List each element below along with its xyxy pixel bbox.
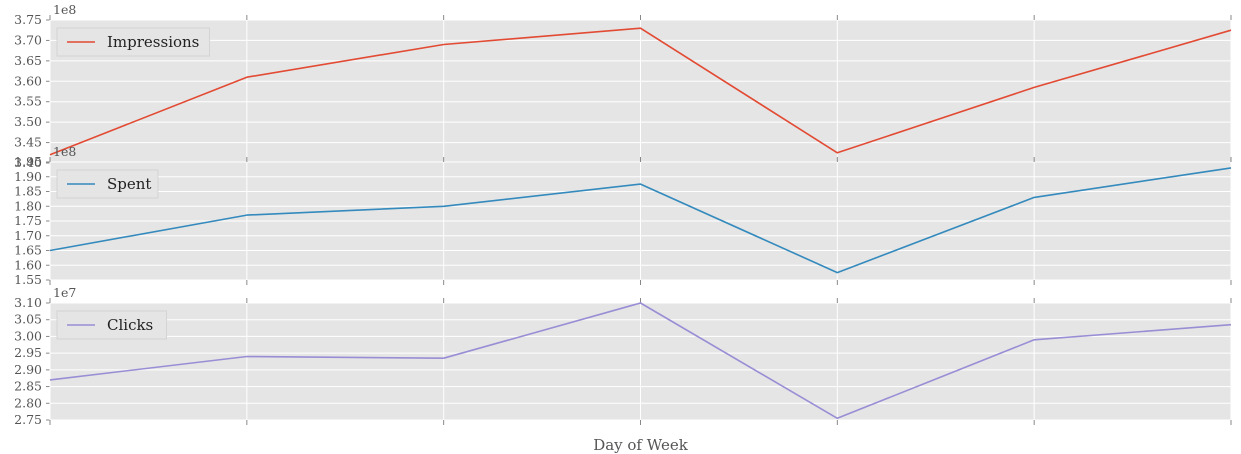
panel-impressions: 3.40 3.45 3.50 3.55 3.60 3.65 3.70 3.75 1e8 Impre… [14, 2, 1232, 170]
axis-offset-label: 1e7 [53, 285, 76, 300]
y-tick-label: 1.70 [14, 228, 42, 243]
series-line-clicks [49, 302, 1232, 420]
y-tick-label: 3.10 [14, 295, 42, 310]
legend-label: Clicks [107, 316, 153, 334]
y-tick-label: 1.65 [14, 243, 42, 258]
y-tick-label: 3.45 [14, 135, 42, 150]
y-tick-label: 1.95 [14, 154, 42, 169]
axis-offset-label: 1e8 [53, 2, 76, 17]
y-tick-label: 3.70 [14, 32, 42, 47]
y-tick-label: 1.80 [14, 198, 42, 213]
y-tick-label: 3.55 [14, 94, 42, 109]
y-tick-label: 1.75 [14, 213, 42, 228]
series-line-spent [49, 167, 1232, 274]
legend: Impressions [56, 27, 211, 57]
y-tick-label: 1.85 [14, 184, 42, 199]
y-tick-label: 2.85 [14, 379, 42, 394]
legend: Clicks [56, 310, 167, 340]
legend-label: Impressions [107, 33, 199, 51]
y-tick-label: 3.60 [14, 73, 42, 88]
y-tick-label: 1.90 [14, 169, 42, 184]
y-tick-label: 3.40 [14, 155, 42, 170]
y-tick-label: 3.75 [14, 12, 42, 27]
x-axis-label: Day of Week [593, 436, 689, 454]
y-tick-label: 2.80 [14, 395, 42, 410]
y-tick-label: 1.55 [14, 272, 42, 287]
panel-clicks: 2.75 2.802.85 2.90 2.95 3.003.05 3.10 1e7 Click… [14, 285, 1232, 427]
y-tick-label: 3.00 [14, 328, 42, 343]
legend: Spent [56, 169, 159, 199]
panel-spent: 1.551.601.651.701.751.801.851.901.95 1e8 S… [14, 144, 1232, 287]
y-tick-label: 2.75 [14, 412, 42, 427]
y-tick-label: 3.50 [14, 114, 42, 129]
axis-offset-label: 1e8 [53, 144, 76, 159]
y-tick-label: 2.95 [14, 345, 42, 360]
y-tick-label: 3.65 [14, 53, 42, 68]
legend-label: Spent [107, 175, 151, 193]
y-tick-label: 1.60 [14, 257, 42, 272]
y-tick-label: 3.05 [14, 312, 42, 327]
y-tick-label: 2.90 [14, 362, 42, 377]
series-line-impressions [49, 27, 1232, 156]
